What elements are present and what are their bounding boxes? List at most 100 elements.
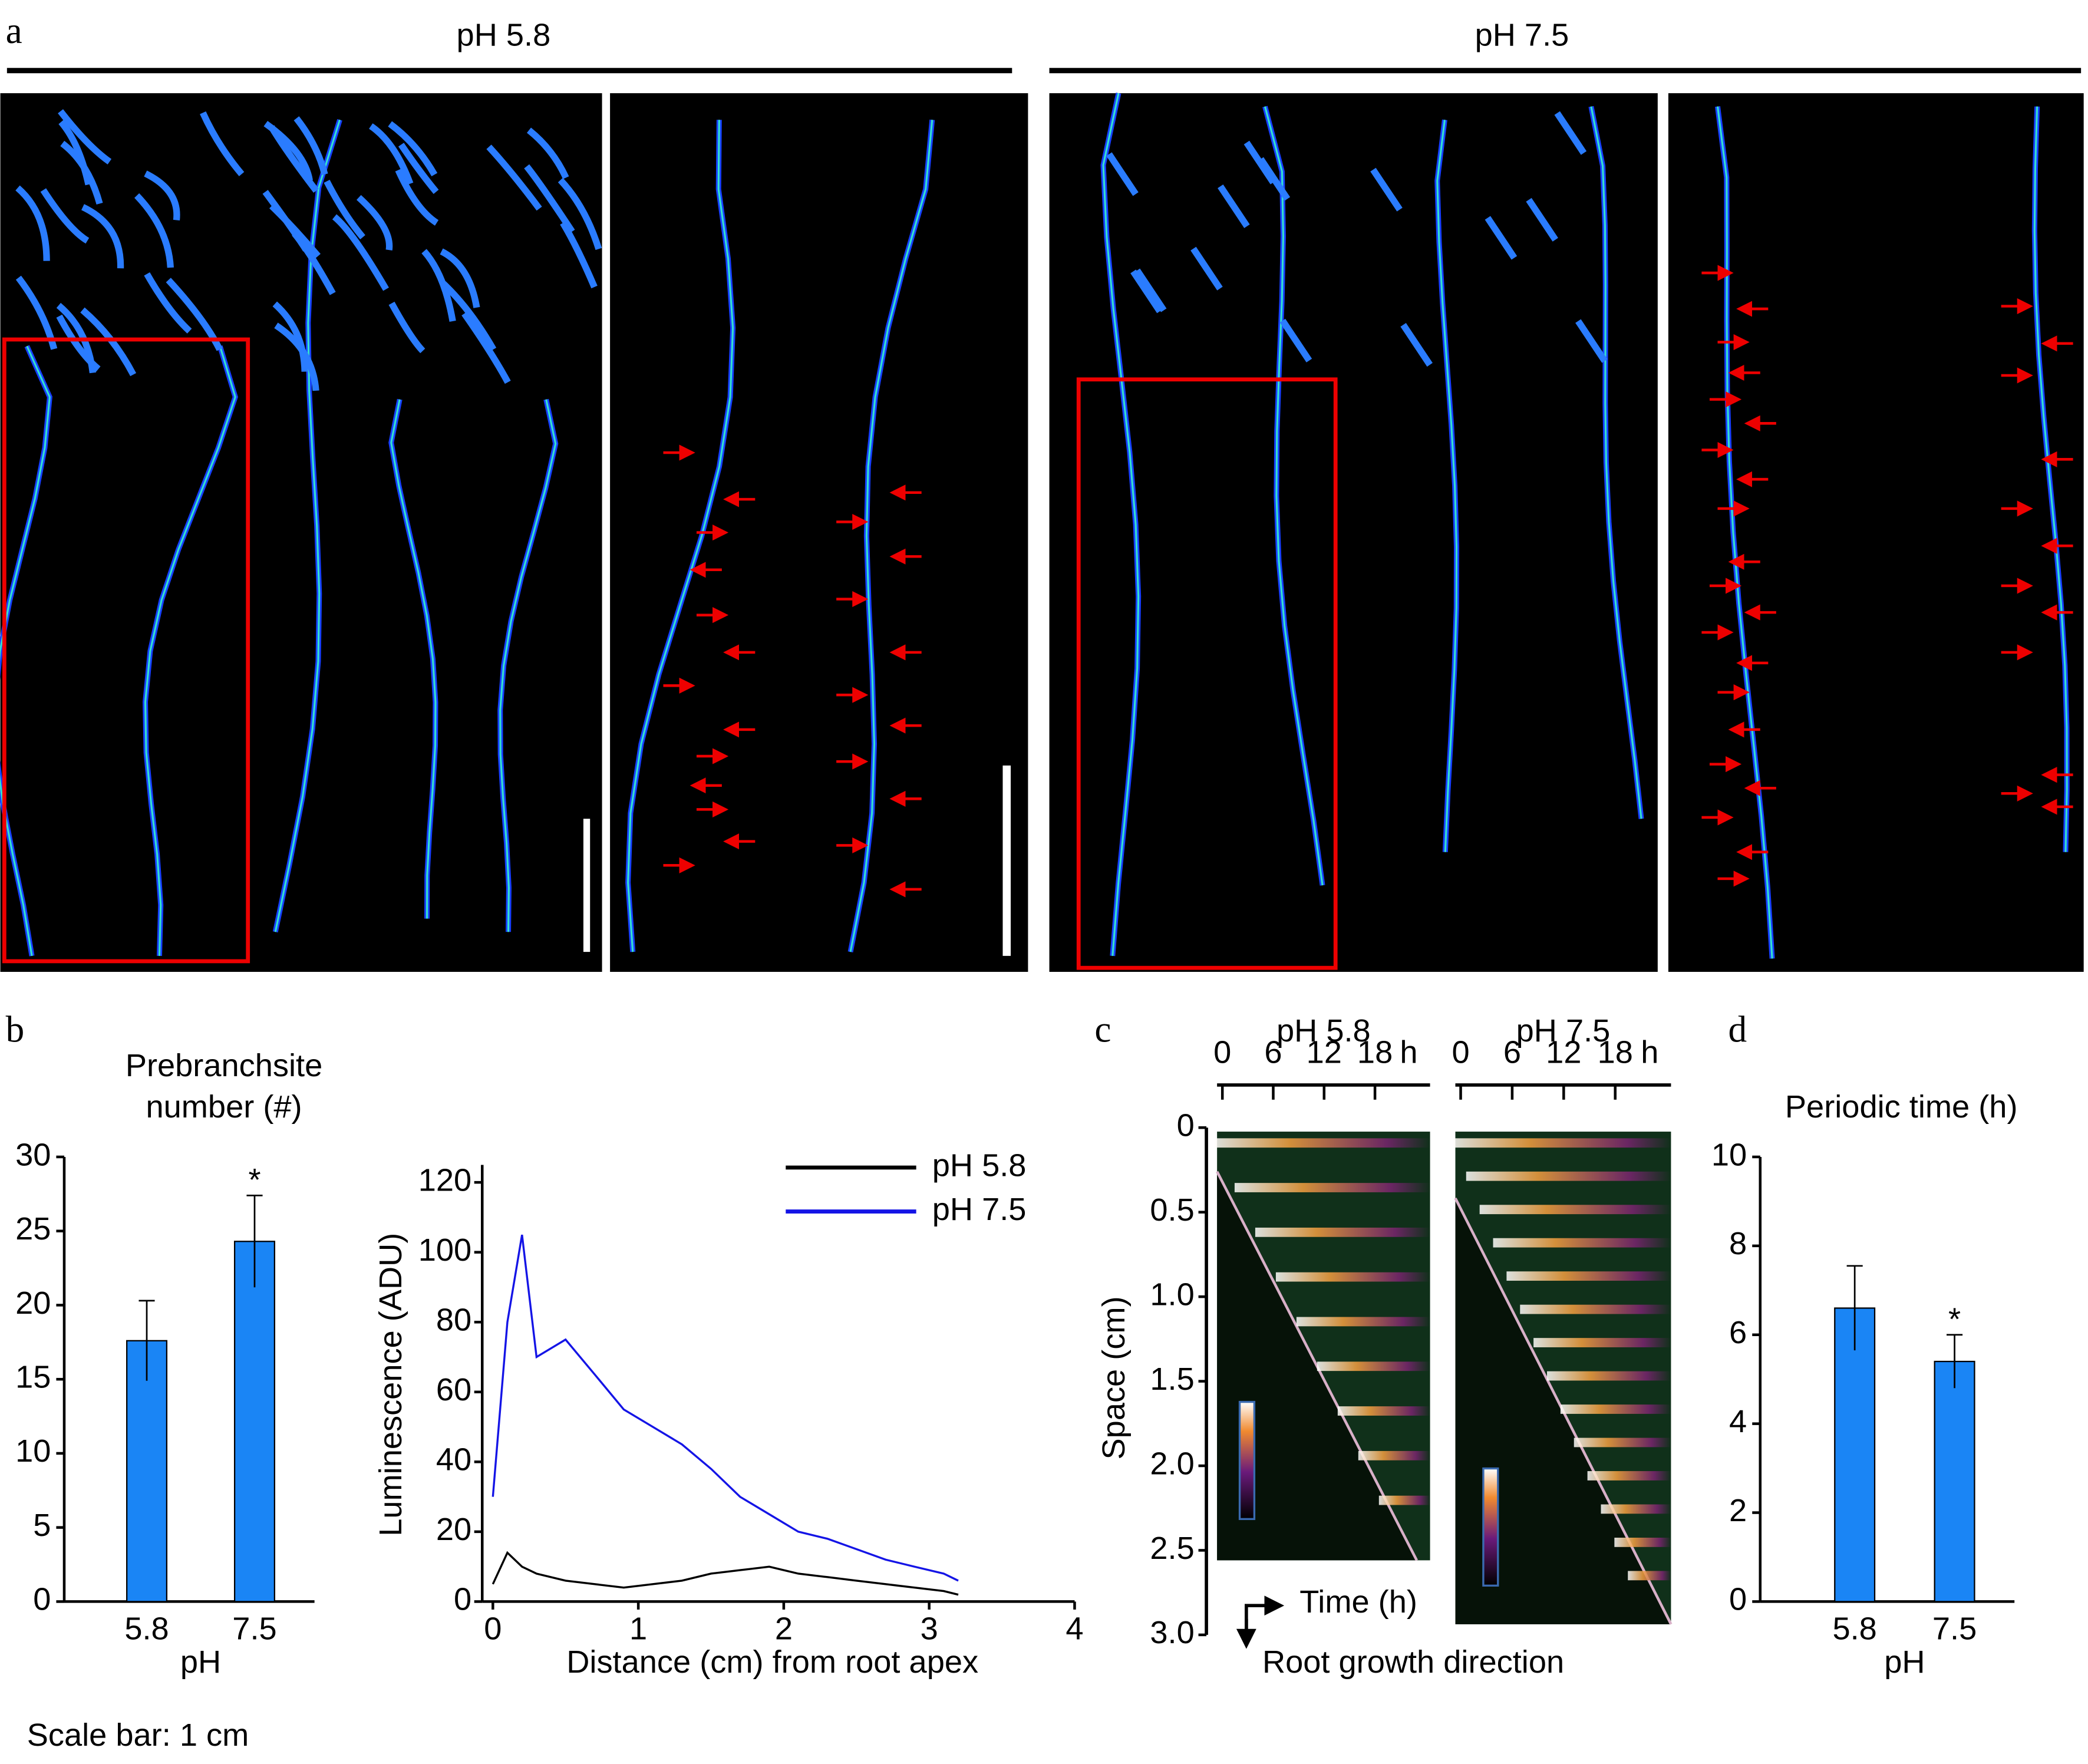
x-tick-label: 5.8 xyxy=(1832,1611,1876,1646)
annotation: * xyxy=(248,1162,260,1198)
lateral-root xyxy=(560,221,598,289)
x-tick-label: 18 xyxy=(1598,1034,1633,1070)
kymo-streak xyxy=(1560,1404,1671,1414)
lateral-root xyxy=(1370,167,1403,212)
lateral-root xyxy=(274,322,319,391)
lateral-root xyxy=(1190,246,1223,291)
region-box xyxy=(1076,377,1338,970)
root-core xyxy=(1436,120,1458,852)
lateral-root xyxy=(144,272,192,334)
y-tick-label: 0 xyxy=(454,1582,471,1617)
kymo-streak xyxy=(1520,1304,1671,1314)
y-tick-label: 25 xyxy=(15,1211,51,1247)
lateral-root xyxy=(60,140,103,205)
lateral-root xyxy=(1279,318,1312,362)
panel-title: pH 5.8 xyxy=(1276,1013,1371,1048)
root-core xyxy=(1590,106,1642,819)
y-tick-label: 20 xyxy=(15,1285,51,1321)
root-core xyxy=(1102,93,1140,956)
y-label: Space (cm) xyxy=(1096,1296,1132,1459)
colorbar xyxy=(1238,1400,1256,1521)
lateral-root xyxy=(1218,184,1250,229)
x-tick-label: 0 xyxy=(484,1611,502,1646)
x-tick-label: 5.8 xyxy=(124,1611,169,1646)
kymo-streak xyxy=(1466,1171,1671,1181)
lateral-root xyxy=(144,170,180,221)
kymo-streak xyxy=(1275,1272,1430,1282)
x-tick-label: 7.5 xyxy=(232,1611,276,1646)
kymo-streak xyxy=(1601,1504,1671,1514)
y-tick-label: 40 xyxy=(436,1442,471,1478)
lateral-root xyxy=(332,214,389,291)
kymo-streak xyxy=(1337,1406,1430,1416)
y-tick-label: 2.5 xyxy=(1150,1531,1194,1566)
x-tick-label: 6 xyxy=(1503,1034,1521,1070)
x-label: Time (h) xyxy=(1299,1584,1417,1620)
y-tick-label: 20 xyxy=(436,1512,471,1547)
lateral-root xyxy=(293,116,328,176)
kymo-streak xyxy=(1587,1471,1671,1481)
root-core xyxy=(0,345,51,957)
root-core xyxy=(499,399,557,932)
panel-label: b xyxy=(6,1008,25,1050)
y-tick-label: 0.5 xyxy=(1150,1192,1194,1228)
series-line xyxy=(492,1551,959,1596)
kymo-streak xyxy=(1533,1338,1671,1347)
kymo-streak xyxy=(1628,1571,1671,1581)
lateral-root xyxy=(40,188,90,244)
y-tick-label: 15 xyxy=(15,1359,51,1394)
lateral-root xyxy=(56,314,101,372)
bar xyxy=(126,1340,168,1603)
chart-title: number (#) xyxy=(146,1089,302,1125)
lateral-root xyxy=(1130,269,1163,314)
scale-bar xyxy=(583,819,591,952)
lateral-root xyxy=(388,121,438,177)
y-tick-label: 3.0 xyxy=(1150,1615,1194,1650)
lateral-root xyxy=(81,204,124,269)
lateral-root xyxy=(1526,197,1558,242)
lateral-root xyxy=(15,185,50,261)
lateral-root xyxy=(324,180,365,240)
y-tick-label: 2 xyxy=(1729,1493,1747,1528)
y-tick-label: 120 xyxy=(418,1162,471,1198)
lateral-root xyxy=(1243,140,1276,184)
kymo-streak xyxy=(1493,1238,1671,1248)
lateral-root xyxy=(461,311,511,384)
annotation: * xyxy=(1948,1301,1961,1337)
lateral-root xyxy=(262,190,309,252)
lateral-root xyxy=(388,301,425,354)
kymo-streak xyxy=(1255,1227,1430,1237)
y-tick-label: 8 xyxy=(1729,1226,1747,1261)
root-core xyxy=(849,120,934,952)
lateral-root xyxy=(524,164,575,233)
y-tick-label: 60 xyxy=(436,1372,471,1407)
lateral-root xyxy=(440,248,480,308)
lateral-root xyxy=(1575,319,1608,363)
lateral-root xyxy=(368,123,414,185)
lateral-root xyxy=(1400,323,1433,367)
lateral-root xyxy=(1106,152,1139,196)
region-box xyxy=(2,337,250,964)
kymo-streak xyxy=(1213,1138,1430,1148)
x-tick-label: 12 xyxy=(1307,1034,1342,1070)
y-tick-label: 1.0 xyxy=(1150,1277,1194,1312)
y-tick-label: 5 xyxy=(33,1508,51,1543)
lateral-root xyxy=(263,121,313,182)
y-tick-label: 0 xyxy=(1729,1582,1747,1617)
lateral-root xyxy=(441,281,497,351)
image xyxy=(1668,93,2084,972)
root-core xyxy=(1264,106,1324,886)
chart-title: Periodic time (h) xyxy=(1785,1089,2018,1125)
y-tick-label: 30 xyxy=(15,1137,51,1172)
kymo-streak xyxy=(1479,1205,1671,1215)
lateral-root xyxy=(558,177,602,250)
image xyxy=(1049,93,1658,972)
lateral-root xyxy=(1134,268,1167,312)
lateral-root xyxy=(1554,111,1587,155)
x-tick-label: 4 xyxy=(1066,1611,1083,1646)
kymo-streak xyxy=(1317,1361,1430,1371)
annotation: Root growth direction xyxy=(1262,1644,1564,1680)
bar xyxy=(1834,1307,1876,1603)
